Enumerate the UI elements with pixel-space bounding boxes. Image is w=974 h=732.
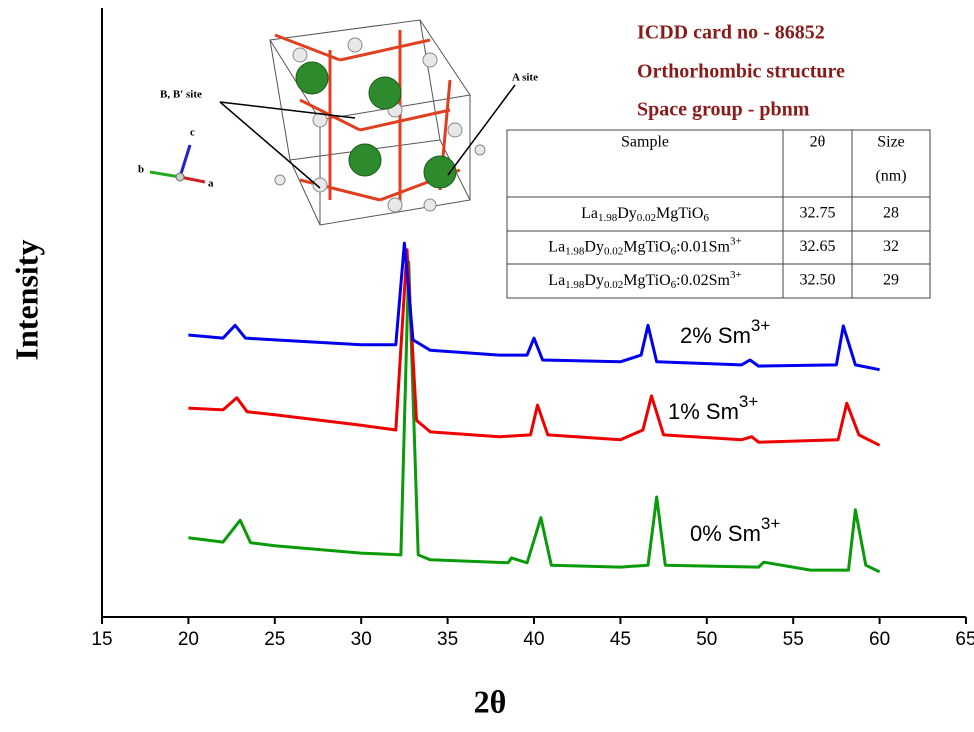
formula-part: La bbox=[548, 238, 565, 255]
table-cell: La1.98Dy0.02MgTiO6 bbox=[581, 205, 709, 224]
formula-part: 0.02 bbox=[604, 279, 623, 291]
x-tick-label: 25 bbox=[264, 629, 285, 650]
formula-part: MgTiO bbox=[656, 205, 703, 222]
formula-part: Dy bbox=[584, 272, 604, 289]
series-label-sup: 3+ bbox=[739, 392, 758, 411]
formula-part: :0.02Sm bbox=[676, 272, 730, 289]
series-label-sup: 3+ bbox=[751, 316, 770, 335]
series-line bbox=[188, 241, 880, 372]
y-axis-title: Intensity bbox=[8, 240, 44, 361]
formula-part: La bbox=[548, 272, 565, 289]
formula-part: 1.98 bbox=[598, 212, 618, 224]
x-tick-label: 35 bbox=[437, 629, 458, 650]
table-header: Size bbox=[877, 134, 905, 151]
formula-part: MgTiO bbox=[623, 238, 670, 255]
structure-label: B, B' site bbox=[160, 89, 202, 101]
table-header: Sample bbox=[621, 134, 669, 151]
formula-part: :0.01Sm bbox=[676, 238, 730, 255]
series-label: 0% Sm3+ bbox=[690, 514, 780, 545]
formula-part: 3+ bbox=[730, 235, 742, 247]
inset-table: Sample 2θ Size(nm)La1.98Dy0.02MgTiO6 32.75 2… bbox=[506, 129, 931, 299]
x-tick-label: 65 bbox=[955, 629, 974, 650]
table-frame bbox=[506, 129, 931, 299]
formula-part: 1.98 bbox=[565, 279, 585, 291]
x-tick-label: 45 bbox=[610, 629, 631, 650]
axis-indicator-label: c bbox=[190, 127, 195, 139]
table-cell: 32 bbox=[883, 238, 899, 255]
series-label-text: 1% Sm bbox=[668, 399, 739, 424]
x-tick-label: 60 bbox=[869, 629, 890, 650]
table-cell: 32.65 bbox=[800, 238, 836, 255]
series-line bbox=[188, 260, 881, 574]
series-label-sup: 3+ bbox=[761, 514, 780, 533]
x-tick-label: 50 bbox=[696, 629, 717, 650]
formula-part: 1.98 bbox=[565, 245, 585, 257]
x-tick-label: 30 bbox=[351, 629, 372, 650]
formula-part: Dy bbox=[617, 205, 637, 222]
x-tick-label: 20 bbox=[178, 629, 199, 650]
formula-part: 6 bbox=[671, 245, 677, 257]
table-header: (nm) bbox=[875, 168, 906, 185]
x-tick-label: 15 bbox=[91, 629, 112, 650]
series-line bbox=[188, 248, 881, 447]
x-tick-label: 40 bbox=[523, 629, 544, 650]
table-header: 2θ bbox=[810, 134, 826, 151]
table-cell: 28 bbox=[883, 205, 899, 222]
table-cell: La1.98Dy0.02MgTiO6:0.02Sm3+ bbox=[548, 269, 741, 291]
crystal-structure bbox=[149, 19, 516, 226]
formula-part: 6 bbox=[703, 212, 709, 224]
formula-part: 6 bbox=[671, 279, 677, 291]
series-label-text: 2% Sm bbox=[680, 323, 751, 348]
structure-label: A site bbox=[512, 72, 538, 84]
formula-part: Dy bbox=[584, 238, 604, 255]
axis-indicator-label: a bbox=[208, 178, 214, 190]
formula-part: 0.02 bbox=[637, 212, 656, 224]
formula-part: MgTiO bbox=[623, 272, 670, 289]
formula-part: La bbox=[581, 205, 598, 222]
table-cell: 29 bbox=[883, 272, 899, 289]
annotation: Space group - pbnm bbox=[637, 99, 810, 121]
axis-indicator-label: b bbox=[138, 164, 144, 176]
series-label-text: 0% Sm bbox=[690, 521, 761, 546]
formula-part: 0.02 bbox=[604, 245, 623, 257]
series-label: 1% Sm3+ bbox=[668, 392, 758, 423]
annotation: ICDD card no - 86852 bbox=[637, 22, 825, 44]
table-cell: La1.98Dy0.02MgTiO6:0.01Sm3+ bbox=[548, 235, 741, 257]
series-label: 2% Sm3+ bbox=[680, 316, 770, 347]
table-cell: 32.75 bbox=[800, 205, 836, 222]
x-axis-title: 2θ bbox=[474, 683, 507, 719]
annotation: Orthorhombic structure bbox=[637, 61, 845, 83]
table-cell: 32.50 bbox=[800, 272, 836, 289]
formula-part: 3+ bbox=[730, 269, 742, 281]
x-tick-label: 55 bbox=[783, 629, 804, 650]
